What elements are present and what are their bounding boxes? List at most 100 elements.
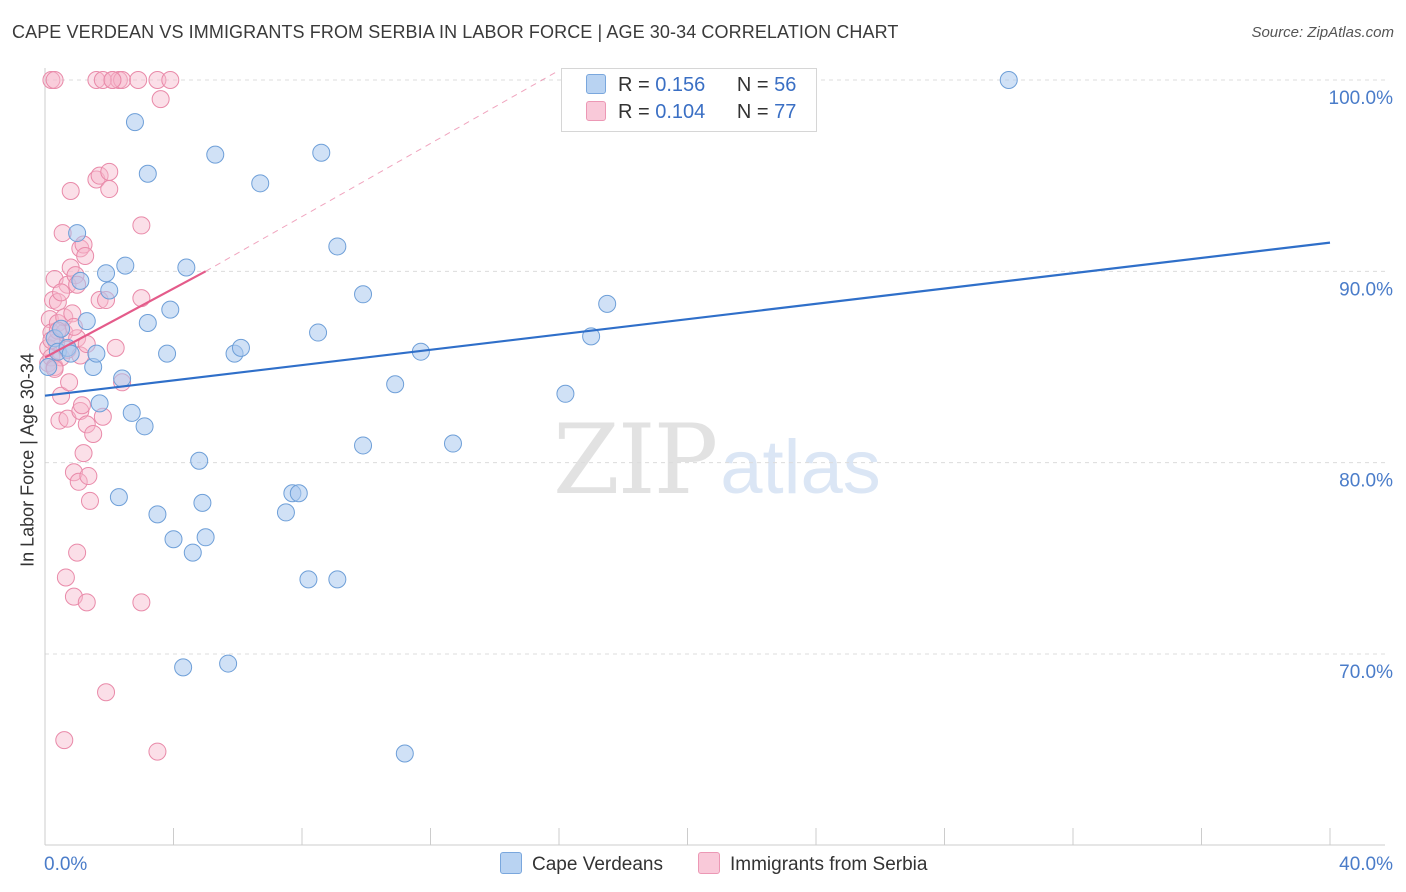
point-immigrants-serbia (148, 742, 167, 761)
point-immigrants-serbia (132, 216, 151, 235)
point-cape-verdeans (190, 451, 209, 470)
point-cape-verdeans (68, 224, 87, 243)
y-axis-label: In Labor Force | Age 30-34 (17, 353, 38, 567)
bottom-legend-immigrants-serbia: Immigrants from Serbia (698, 852, 927, 876)
y-tick-label: 70.0% (1339, 662, 1393, 683)
point-immigrants-serbia (55, 731, 74, 750)
point-immigrants-serbia (79, 467, 98, 486)
point-immigrants-serbia (76, 247, 95, 266)
point-cape-verdeans (251, 174, 270, 193)
point-cape-verdeans (87, 344, 106, 363)
point-cape-verdeans (999, 71, 1018, 89)
point-immigrants-serbia (100, 162, 119, 181)
data-points (39, 71, 1018, 763)
point-cape-verdeans (299, 570, 318, 589)
point-immigrants-serbia (63, 304, 82, 323)
point-cape-verdeans (395, 744, 414, 763)
y-tick-label: 80.0% (1339, 471, 1393, 492)
bottom-legend-swatch-pink (698, 852, 720, 874)
point-cape-verdeans (52, 319, 71, 338)
x-tick-label-max: 40.0% (1339, 854, 1393, 875)
point-immigrants-serbia (61, 181, 80, 200)
point-cape-verdeans (598, 294, 617, 313)
point-immigrants-serbia (93, 71, 112, 89)
point-cape-verdeans (39, 358, 58, 376)
point-cape-verdeans (113, 369, 132, 388)
legend-n-value-immigrants-serbia: 77 (774, 101, 797, 123)
legend-r-value-immigrants-serbia: 0.104 (655, 101, 706, 123)
watermark-atlas: atlas (720, 425, 881, 510)
legend-r-value-cape-verdeans: 0.156 (655, 74, 706, 96)
point-cape-verdeans (174, 658, 193, 677)
tick-labels: 100.0% 90.0% 80.0% 70.0% 0.0% 40.0% (44, 88, 1393, 875)
point-cape-verdeans (97, 264, 116, 283)
point-cape-verdeans (386, 375, 405, 394)
point-cape-verdeans (71, 271, 90, 290)
point-immigrants-serbia (132, 593, 151, 612)
point-immigrants-serbia (45, 71, 64, 89)
point-immigrants-serbia (60, 373, 79, 392)
legend-row-cape-verdeans: R = 0.156 N = 56 (586, 74, 796, 100)
point-cape-verdeans (309, 323, 328, 342)
point-immigrants-serbia (48, 292, 67, 311)
y-tick-label: 100.0% (1329, 88, 1394, 109)
trend-line-cape-verdeans (44, 241, 1331, 397)
grid-lines (45, 79, 1385, 655)
point-cape-verdeans (196, 528, 215, 547)
point-immigrants-serbia (56, 568, 75, 587)
watermark-zip: ZIP (553, 404, 718, 516)
point-immigrants-serbia (97, 683, 116, 702)
point-immigrants-serbia (77, 593, 96, 612)
point-cape-verdeans (206, 145, 225, 164)
point-cape-verdeans (116, 256, 135, 275)
point-immigrants-serbia (113, 71, 132, 89)
bottom-legend-cape-verdeans: Cape Verdeans (500, 852, 663, 876)
point-cape-verdeans (354, 436, 373, 455)
legend-swatch-blue (586, 74, 606, 94)
point-immigrants-serbia (151, 90, 170, 109)
point-immigrants-serbia (106, 338, 125, 357)
legend-n-value-cape-verdeans: 56 (774, 74, 797, 96)
point-cape-verdeans (161, 300, 180, 319)
point-cape-verdeans (138, 164, 157, 183)
source-label: Source: ZipAtlas.com (1251, 24, 1394, 41)
bottom-legend-label-immigrants-serbia: Immigrants from Serbia (730, 854, 928, 875)
legend-row-immigrants-serbia: R = 0.104 N = 77 (586, 101, 796, 127)
trend-line-serbia (44, 270, 207, 359)
trend-lines (44, 69, 1331, 397)
point-cape-verdeans (328, 237, 347, 256)
point-cape-verdeans (219, 654, 238, 673)
bottom-legend-swatch-blue (500, 852, 522, 874)
point-cape-verdeans (289, 484, 308, 503)
legend-n-label: N = (736, 74, 769, 96)
bottom-legend-label-cape-verdeans: Cape Verdeans (532, 854, 663, 875)
legend-r-label: R = (618, 101, 650, 123)
point-immigrants-serbia (103, 71, 122, 89)
point-cape-verdeans (556, 384, 575, 403)
point-cape-verdeans (122, 403, 141, 422)
point-cape-verdeans (177, 258, 196, 277)
x-tick-label-min: 0.0% (44, 854, 87, 875)
point-immigrants-serbia (74, 444, 93, 463)
legend-r-label: R = (618, 74, 650, 96)
legend-n-label: N = (736, 101, 769, 123)
point-cape-verdeans (328, 570, 347, 589)
watermark: ZIPatlas (553, 404, 881, 516)
point-cape-verdeans (158, 344, 177, 363)
point-immigrants-serbia (100, 180, 119, 199)
point-cape-verdeans (138, 313, 157, 332)
point-cape-verdeans (148, 505, 167, 524)
stats-legend: R = 0.156 N = 56 R = 0.104 N = 77 (561, 68, 817, 132)
point-immigrants-serbia (161, 71, 180, 89)
axes (44, 68, 1385, 846)
point-immigrants-serbia (87, 71, 106, 89)
point-cape-verdeans (354, 285, 373, 304)
point-cape-verdeans (100, 281, 119, 300)
point-cape-verdeans (276, 503, 295, 522)
point-cape-verdeans (443, 434, 462, 453)
point-immigrants-serbia (68, 543, 87, 562)
point-cape-verdeans (135, 417, 154, 436)
point-cape-verdeans (109, 488, 128, 507)
point-cape-verdeans (77, 312, 96, 331)
